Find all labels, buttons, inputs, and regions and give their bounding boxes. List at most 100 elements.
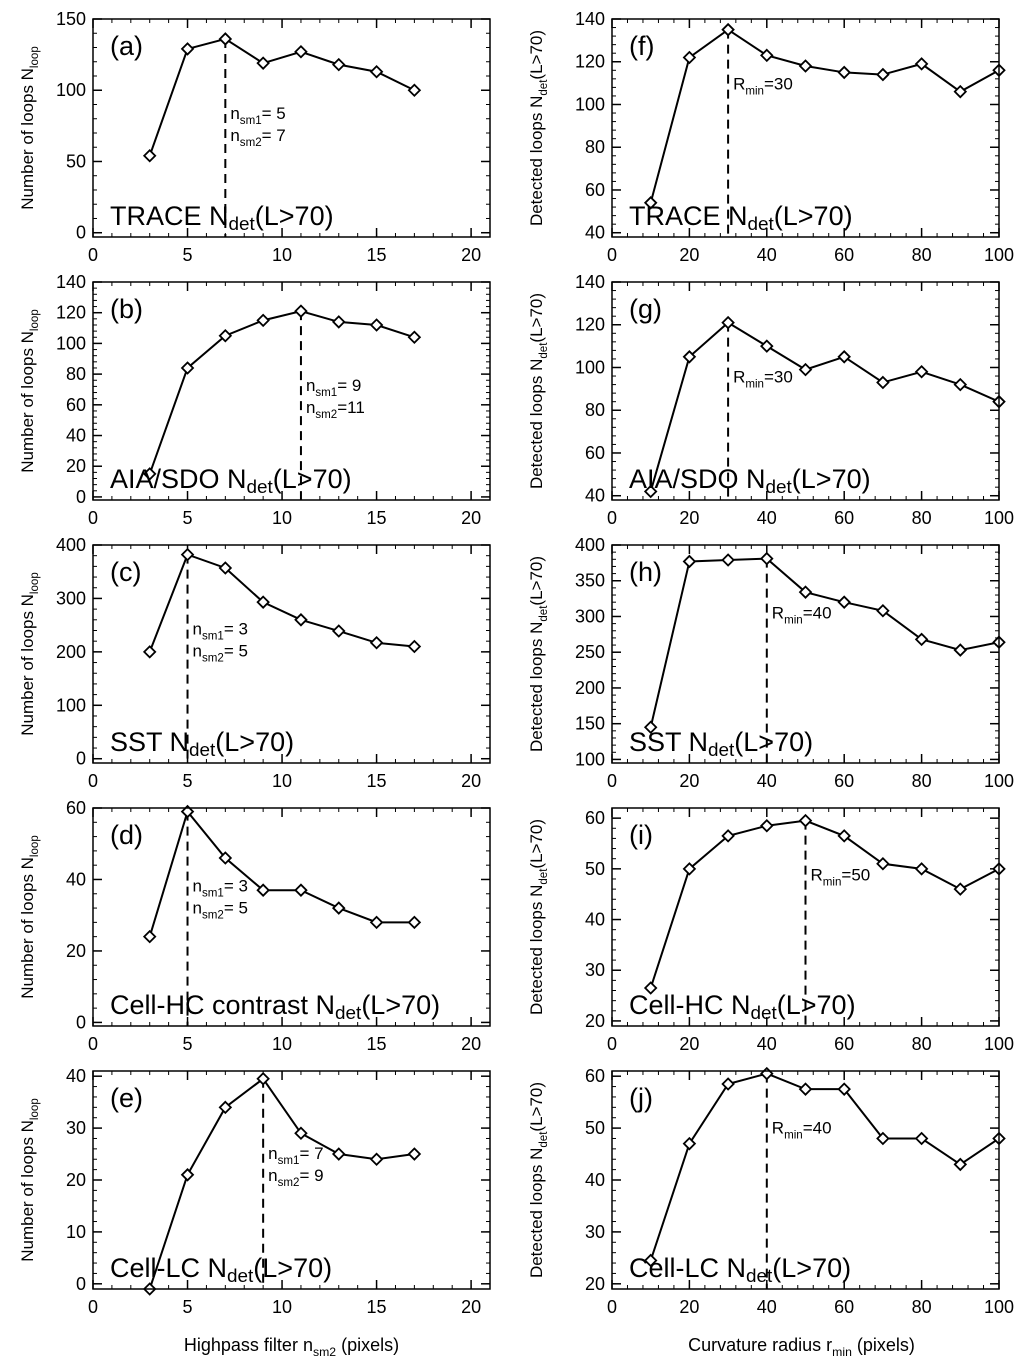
data-point [876, 856, 890, 871]
y-tick-label: 60 [66, 798, 86, 818]
data-point [682, 554, 697, 569]
series-line [148, 37, 415, 157]
x-tick-label: 60 [834, 508, 854, 528]
y-axis-label: Detected loops Ndet(L>70) [527, 556, 550, 752]
y-tick-label: 40 [585, 223, 605, 243]
data-point [369, 915, 384, 930]
data-point [876, 1131, 890, 1146]
y-tick-label: 100 [575, 357, 605, 377]
y-tick-label: 0 [76, 749, 86, 769]
data-point [798, 813, 813, 828]
series-line [148, 809, 415, 937]
x-tick-label: 20 [461, 771, 481, 791]
data-point [760, 551, 774, 566]
x-tick-label: 40 [757, 771, 777, 791]
y-tick-label: 0 [76, 1274, 86, 1294]
data-point [760, 48, 774, 63]
x-tick-label: 0 [607, 771, 617, 791]
y-tick-label: 40 [585, 1170, 605, 1190]
data-point [798, 59, 813, 73]
data-point [721, 829, 735, 843]
y-axis-label: Number of loops Nloop [18, 835, 41, 999]
x-tick-label: 100 [984, 1034, 1014, 1054]
optimum-annotation: nsm1= 3 [193, 620, 248, 643]
data-point [180, 361, 195, 375]
data-point [369, 318, 384, 332]
data-point [643, 1253, 658, 1268]
data-point [180, 804, 195, 819]
data-point [798, 585, 813, 599]
data-point [721, 553, 735, 567]
x-tick-label: 80 [912, 245, 932, 265]
data-point [180, 42, 195, 56]
y-axis-label: Number of loops Nloop [18, 572, 41, 736]
data-point [369, 636, 384, 650]
x-tick-label: 20 [461, 1034, 481, 1054]
x-tick-label: 0 [607, 245, 617, 265]
data-point [294, 883, 308, 897]
y-tick-label: 50 [585, 859, 605, 879]
x-tick-label: 0 [607, 1034, 617, 1054]
x-tick-label: 15 [367, 1297, 387, 1317]
y-tick-label: 80 [585, 400, 605, 420]
y-tick-label: 60 [585, 1066, 605, 1086]
x-tick-label: 100 [984, 771, 1014, 791]
panel-b: 0 5 10 15 20 0 20 40 60 80 100 120 140 (b) AIA/SDO Nde… [18, 272, 491, 528]
y-tick-label: 120 [575, 52, 605, 72]
x-tick-label: 5 [183, 1034, 193, 1054]
x-tick-label: 100 [984, 1297, 1014, 1317]
x-tick-label: 15 [367, 508, 387, 528]
panel-title: SST Ndet(L>70) [629, 727, 813, 761]
y-tick-label: 40 [585, 486, 605, 506]
x-tick-label: 0 [607, 1297, 617, 1317]
panel-label: (b) [110, 294, 143, 324]
data-point [643, 196, 658, 210]
data-point [953, 882, 968, 896]
series-line [649, 1072, 999, 1261]
y-tick-label: 50 [66, 151, 86, 171]
y-tick-label: 20 [66, 456, 86, 476]
panel-title: Cell-HC Ndet(L>70) [629, 990, 856, 1024]
series-line [649, 28, 999, 204]
y-tick-label: 300 [575, 606, 605, 626]
data-point [407, 1147, 422, 1161]
plot-frame [92, 807, 491, 1027]
data-point [180, 1168, 195, 1182]
y-tick-label: 140 [575, 272, 605, 292]
x-tick-label: 10 [272, 771, 292, 791]
data-point [643, 720, 658, 735]
data-point [218, 851, 233, 865]
y-tick-label: 0 [76, 1012, 86, 1032]
x-tick-label: 15 [367, 771, 387, 791]
y-axis-label: Detected loops Ndet(L>70) [527, 1082, 550, 1278]
data-point [643, 484, 658, 499]
panel-title: AIA/SDO Ndet(L>70) [110, 464, 352, 498]
panel-label: (h) [629, 557, 662, 587]
x-tick-label: 15 [367, 1034, 387, 1054]
x-tick-label: 60 [834, 245, 854, 265]
y-tick-label: 250 [575, 642, 605, 662]
x-tick-label: 15 [367, 245, 387, 265]
x-tick-label: 10 [272, 245, 292, 265]
x-axis-label-left: Highpass filter nsm2 (pixels) [184, 1335, 399, 1358]
data-point [142, 149, 157, 163]
x-tick-label: 20 [461, 508, 481, 528]
optimum-annotation: Rmin=40 [772, 604, 832, 627]
x-tick-label: 10 [272, 1297, 292, 1317]
y-tick-label: 60 [585, 443, 605, 463]
optimum-annotation: nsm1= 7 [268, 1144, 323, 1167]
data-point [682, 1136, 697, 1151]
data-point [953, 84, 968, 99]
data-point [914, 632, 929, 647]
data-point [407, 915, 422, 930]
y-tick-label: 30 [66, 1118, 86, 1138]
optimum-annotation: nsm1= 3 [193, 877, 248, 900]
series-line [649, 557, 999, 728]
y-axis-label: Detected loops Ndet(L>70) [527, 293, 550, 489]
y-tick-label: 120 [575, 315, 605, 335]
data-point [837, 829, 851, 843]
panel-h: 0 20 40 60 80 100 100 150 200 250 300 350 400 (h) SST … [527, 535, 1014, 791]
data-point [876, 375, 890, 390]
